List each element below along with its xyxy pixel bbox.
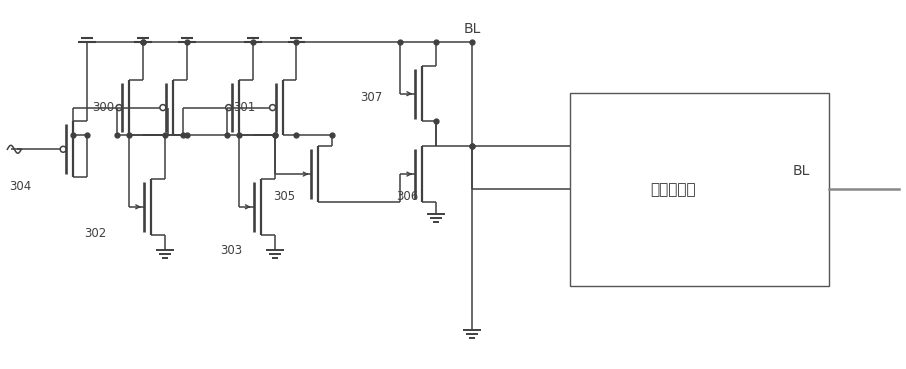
Text: 307: 307 — [360, 91, 382, 104]
Text: 300: 300 — [92, 101, 114, 114]
Text: 303: 303 — [220, 244, 243, 257]
Bar — [570, 93, 829, 286]
Text: 306: 306 — [396, 190, 418, 203]
Text: 305: 305 — [274, 190, 295, 203]
Text: BL: BL — [792, 163, 810, 177]
Text: 301: 301 — [234, 101, 255, 114]
Text: 302: 302 — [84, 227, 106, 240]
Text: 304: 304 — [9, 180, 32, 193]
Text: 伪存储单元: 伪存储单元 — [651, 182, 696, 197]
Text: BL: BL — [463, 22, 480, 36]
